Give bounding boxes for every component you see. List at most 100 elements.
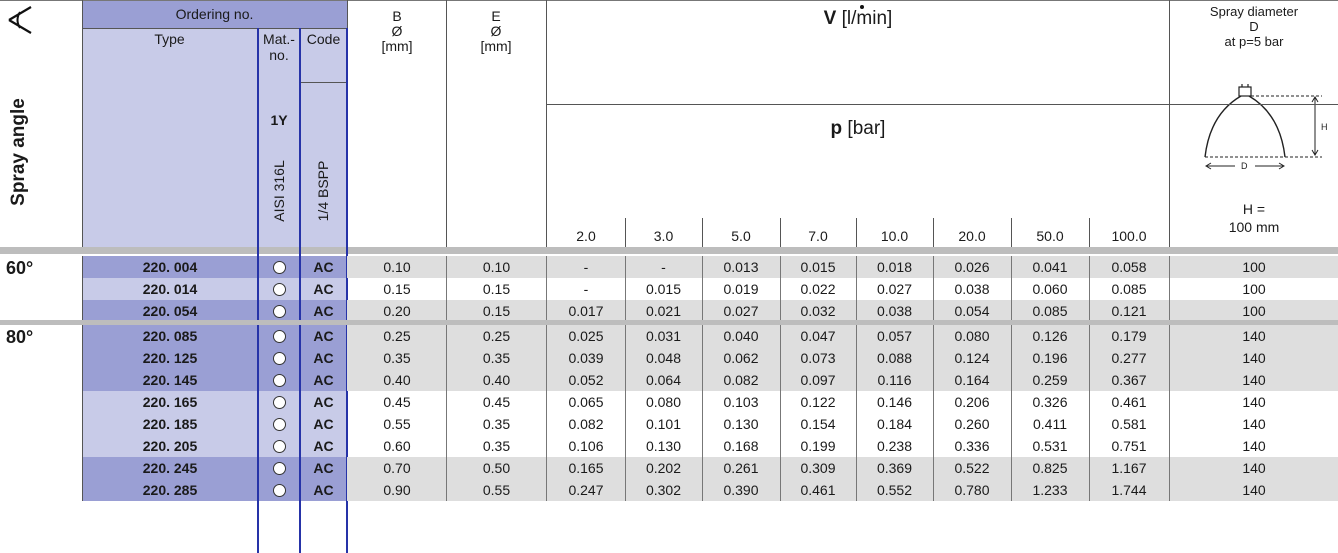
- type-header-bg: [82, 28, 347, 247]
- code-cell-bg: [301, 457, 346, 479]
- flow-cell: 0.082: [723, 372, 759, 388]
- row-shade: [347, 479, 1338, 501]
- flow-cell: 0.531: [1032, 438, 1068, 454]
- e-heading: E Ø [mm]: [480, 8, 512, 54]
- ordering-no-bg: [82, 0, 347, 28]
- code-cell: AC: [313, 416, 334, 432]
- b-cell: 0.45: [383, 394, 411, 410]
- flow-cell: 0.025: [568, 328, 604, 344]
- flow-cell: 0.121: [1111, 303, 1147, 319]
- flow-cell: 0.040: [723, 328, 759, 344]
- flow-cell: 1.233: [1032, 482, 1068, 498]
- b-cell: 0.15: [383, 281, 411, 297]
- code-cell-bg: [301, 347, 346, 369]
- body-grid-line: [856, 256, 857, 322]
- spray-diameter-heading: Spray diameter D at p=5 bar: [1209, 4, 1299, 49]
- b-cell: 0.10: [383, 259, 411, 275]
- body-grid-line: [702, 256, 703, 322]
- flow-cell: 0.082: [568, 416, 604, 432]
- material-heading: AISI 316L: [271, 160, 287, 222]
- flow-cell: 0.106: [568, 438, 604, 454]
- e-cell: 0.40: [482, 372, 511, 388]
- type-cell-bg: [83, 369, 257, 391]
- spray-diameter-cell: 100: [1242, 281, 1266, 297]
- spray-angle-heading-wrap: Spray angle: [0, 60, 40, 240]
- body-grid-line: [446, 256, 447, 322]
- row-shade: [347, 347, 1338, 369]
- flow-cell: 0.088: [876, 350, 913, 366]
- pressure-heading: 100.0: [1111, 228, 1147, 244]
- e-cell: 0.55: [482, 482, 511, 498]
- flow-cell: 0.390: [723, 482, 759, 498]
- flow-cell: 0.196: [1032, 350, 1068, 366]
- body-grid-line: [1011, 256, 1012, 322]
- availability-circle-icon: [273, 374, 286, 387]
- flow-cell: 0.038: [876, 303, 913, 319]
- flow-cell: 0.367: [1111, 372, 1147, 388]
- row-shade: [347, 300, 1338, 322]
- type-cell-bg: [83, 256, 257, 278]
- hv-5: [446, 0, 447, 247]
- pressure-tick: [1089, 218, 1090, 247]
- flow-cell: 0.522: [954, 460, 990, 476]
- type-cell: 220. 085: [142, 328, 198, 344]
- flow-cell: 0.017: [568, 303, 604, 319]
- type-cell-bg: [83, 479, 257, 501]
- type-cell-bg: [83, 435, 257, 457]
- spray-diameter-cell: 140: [1242, 394, 1266, 410]
- type-cell: 220. 205: [142, 438, 198, 454]
- body-grid-line: [1089, 256, 1090, 322]
- flow-cell: 0.126: [1032, 328, 1068, 344]
- availability-circle-icon: [273, 440, 286, 453]
- pressure-heading: 3.0: [653, 228, 674, 244]
- p-heading: p [bar]: [547, 118, 1169, 140]
- flow-cell: 0.116: [877, 372, 912, 388]
- pressure-heading: 7.0: [808, 228, 828, 244]
- row-shade: [347, 457, 1338, 479]
- body-grid-line: [1011, 325, 1012, 501]
- flow-cell: -: [661, 259, 666, 275]
- row-shade: [347, 256, 1338, 278]
- flow-cell: 0.058: [1111, 259, 1147, 275]
- e-cell: 0.10: [482, 259, 511, 275]
- spray-diameter-cell: 140: [1242, 460, 1266, 476]
- row-shade: [347, 369, 1338, 391]
- type-cell: 220. 014: [142, 281, 198, 297]
- pressure-tick: [933, 218, 934, 247]
- row-left-border: [82, 325, 83, 501]
- flow-cell: 0.247: [568, 482, 604, 498]
- flow-cell: -: [583, 281, 589, 297]
- flow-cell: 0.302: [645, 482, 682, 498]
- hv-6: [546, 0, 547, 247]
- flow-cell: 0.085: [1111, 281, 1147, 297]
- pressure-tick: [625, 218, 626, 247]
- v-unit: [l/min]: [836, 8, 893, 29]
- spray-diameter-cell: 100: [1242, 303, 1266, 319]
- flow-cell: 0.277: [1111, 350, 1147, 366]
- flow-cell: 0.154: [800, 416, 836, 432]
- type-cell: 220. 185: [142, 416, 198, 432]
- code-cell: AC: [313, 394, 334, 410]
- code-heading: Code: [306, 31, 341, 47]
- flow-cell: 0.168: [723, 438, 759, 454]
- availability-circle-icon: [273, 261, 286, 274]
- e-cell: 0.50: [482, 460, 511, 476]
- type-cell: 220. 245: [142, 460, 198, 476]
- mat-col-left-border: [257, 28, 259, 553]
- type-cell-bg: [83, 300, 257, 322]
- flow-cell: 0.060: [1032, 281, 1068, 297]
- pressure-tick: [702, 218, 703, 247]
- flow-cell: 0.021: [645, 303, 682, 319]
- body-grid-line: [780, 325, 781, 501]
- availability-circle-icon: [273, 462, 286, 475]
- type-cell: 220. 125: [142, 350, 198, 366]
- pressure-heading: 10.0: [880, 228, 909, 244]
- availability-circle-icon: [273, 352, 286, 365]
- flow-cell: 0.825: [1032, 460, 1068, 476]
- flow-cell: 1.744: [1111, 482, 1147, 498]
- body-grid-line: [933, 325, 934, 501]
- e-cell: 0.15: [482, 281, 511, 297]
- flow-cell: 0.080: [954, 328, 990, 344]
- v-symbol: V: [823, 8, 837, 29]
- code-cell-bg: [301, 325, 346, 347]
